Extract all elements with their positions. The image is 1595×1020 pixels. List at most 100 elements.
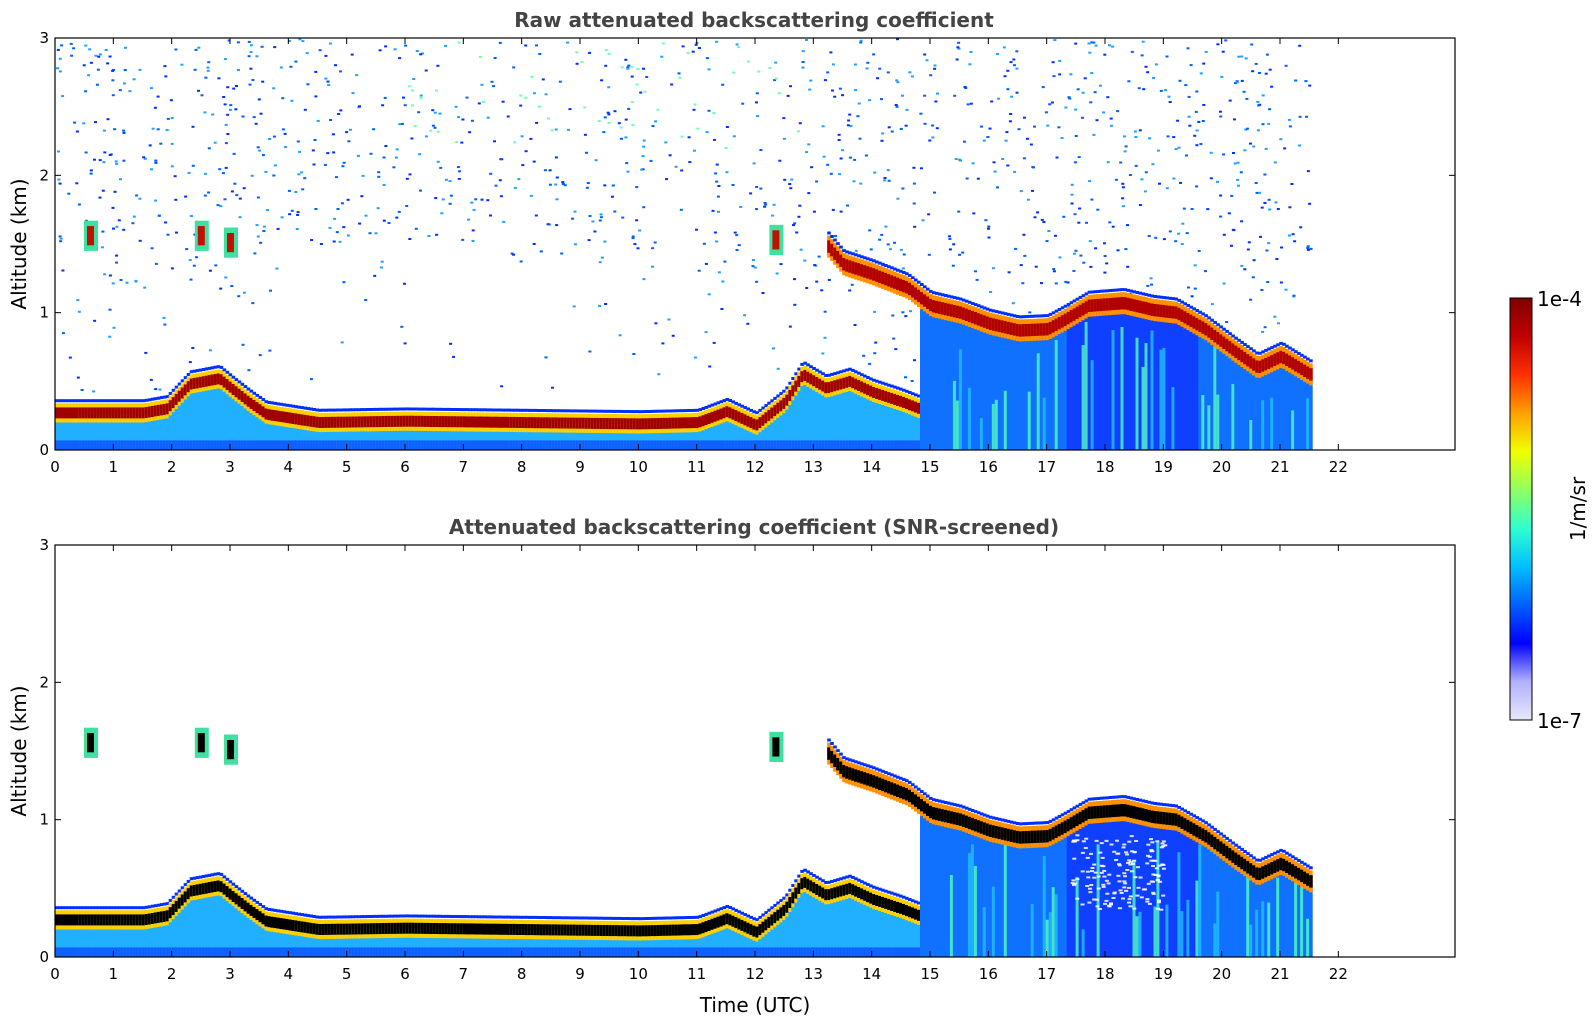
surface-aerosol [557,423,562,450]
boundary-layer-core [303,414,307,426]
boundary-layer-core [264,915,269,927]
noise-pixel [114,160,118,163]
noise-pixel [216,204,220,207]
surface-base [183,440,188,450]
surface-aerosol [78,412,83,450]
surface-base [453,440,457,450]
boundary-layer-core [399,922,403,934]
noise-pixel [214,264,218,267]
elevated-layer-core [899,278,903,292]
surface-aerosol [689,929,694,957]
layer-top-edge [61,399,65,403]
elevated-top-edge [1207,316,1211,320]
boundary-layer-core [399,415,403,427]
layer-top-edge [333,408,337,412]
noise-pixel [1068,97,1072,100]
noise-pixel [76,299,80,302]
surface-aerosol [309,928,313,957]
boundary-layer-core [159,404,164,416]
boundary-layer-core [264,408,269,420]
noise-pixel [98,53,102,56]
surface-aerosol [791,897,795,957]
surface-base [788,947,792,957]
elevated-top-edge [1264,348,1268,352]
boundary-layer-core [207,375,212,387]
surface-base [644,947,649,957]
noise-pixel [346,234,350,237]
boundary-layer-core [219,881,224,893]
layer-top-edge [647,917,652,920]
noise-pixel [156,95,160,98]
noise-pixel [957,47,961,50]
boundary-layer-core [668,924,673,936]
elevated-layer-core [1012,323,1017,336]
noise-pixel [751,259,755,261]
noise-pixel [1159,89,1163,92]
noise-pixel [551,386,554,389]
noise-pixel [1085,221,1088,224]
layer-top-edge [803,361,807,365]
aerosol-column [929,311,933,450]
boundary-layer-core [839,885,843,897]
layer-top-edge [890,384,894,388]
noise-pixel [166,233,170,236]
noise-pixel [846,204,850,207]
noise-pixel [965,177,969,180]
elevated-layer-core [872,775,876,788]
noise-pixel [995,53,999,55]
layer-top-edge [288,911,293,915]
noise-pixel [600,256,604,259]
aerosol-column [920,305,924,450]
surface-base [836,440,840,450]
elevated-layer-core [970,310,975,324]
noise-pixel [604,49,608,52]
layer-top-edge [453,915,457,918]
elevated-top-edge [836,749,840,753]
layer-top-edge [417,914,421,918]
elevated-layer-core [896,784,900,797]
surface-aerosol [228,894,233,957]
surface-base [620,947,625,957]
cloud-core [227,233,234,253]
surface-aerosol [108,412,113,450]
surface-aerosol [893,399,897,450]
layer-top-edge [680,916,685,920]
layer-top-edge [177,889,182,893]
noise-pixel [203,194,207,197]
noise-pixel [759,187,763,190]
surface-base [545,440,550,450]
surface-base [426,440,430,450]
elevated-layer-core [1084,301,1089,314]
noise-pixel [1185,232,1189,235]
layer-top-edge [255,393,260,397]
noise-pixel [380,260,384,263]
layer-top-edge [881,381,885,385]
noise-pixel [144,351,148,354]
surface-aerosol [860,893,864,957]
surface-aerosol [399,928,403,957]
noise-pixel [544,93,548,96]
aerosol-column [997,332,1002,450]
noise-pixel [883,177,887,179]
layer-top-edge [737,403,741,407]
layer-top-edge [707,911,712,915]
boundary-layer-core [70,914,74,926]
surface-aerosol [432,928,436,957]
noise-pixel [823,310,827,313]
noise-pixel [1052,268,1056,271]
noise-pixel [1103,242,1106,245]
surface-aerosol [761,927,765,957]
noise-pixel [122,131,126,134]
layer-top-edge [704,405,709,409]
surface-base [372,440,376,450]
elevated-top-edge [917,280,921,284]
elevated-layer-core [827,747,831,760]
noise-pixel [598,219,602,222]
boundary-layer-core [108,914,113,926]
layer-top-edge [165,902,170,906]
surface-aerosol [725,411,729,450]
elevated-top-edge [878,768,882,772]
noise-pixel [431,109,435,112]
layer-top-edge [387,407,391,411]
surface-aerosol [480,422,484,450]
